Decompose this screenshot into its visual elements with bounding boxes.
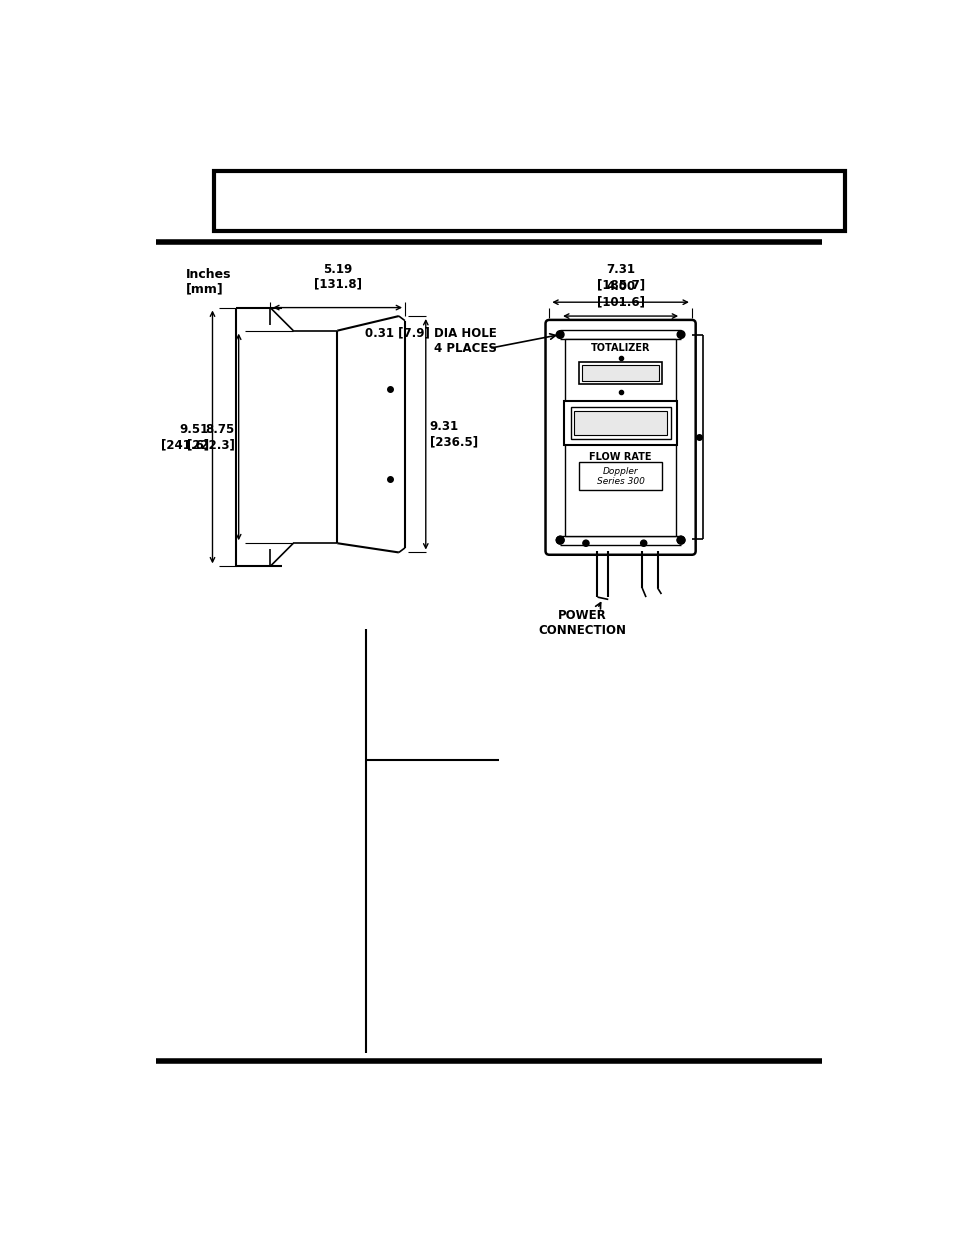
Circle shape [640,540,646,546]
Text: 8.75
[222.3]: 8.75 [222.3] [187,422,234,451]
Circle shape [556,331,563,338]
Text: 9.51
[241.6]: 9.51 [241.6] [160,422,209,451]
Bar [578,462,661,490]
Bar [564,340,676,536]
Text: 5.19
[131.8]: 5.19 [131.8] [314,263,361,290]
Text: 4.00
[101.6]: 4.00 [101.6] [596,280,644,309]
FancyBboxPatch shape [545,320,695,555]
Bar [564,401,676,446]
Circle shape [677,331,684,338]
Circle shape [677,536,684,543]
Circle shape [582,540,588,546]
Text: FLOW RATE: FLOW RATE [589,452,651,462]
Bar [578,362,661,384]
Text: TOTALIZER: TOTALIZER [590,343,650,353]
Circle shape [677,536,684,543]
Bar [570,406,670,440]
Text: 7.31
[185.7]: 7.31 [185.7] [596,263,644,291]
Bar [213,172,844,231]
Circle shape [556,536,563,543]
Text: Inches
[mm]: Inches [mm] [185,268,231,295]
Text: 0.31 [7.9] DIA HOLE
4 PLACES: 0.31 [7.9] DIA HOLE 4 PLACES [364,327,497,354]
Bar [581,366,659,380]
Text: Doppler
Series 300: Doppler Series 300 [596,467,644,485]
Bar [574,411,666,436]
Circle shape [556,536,563,543]
Text: 9.31
[236.5]: 9.31 [236.5] [429,420,477,448]
Text: POWER
CONNECTION: POWER CONNECTION [537,609,625,637]
